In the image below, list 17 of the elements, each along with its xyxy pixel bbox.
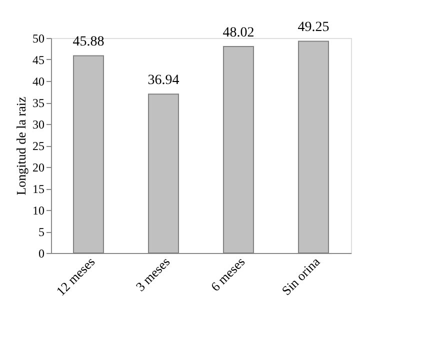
data-label: 45.88 [72,34,104,50]
data-label: 49.25 [298,20,330,36]
y-tick-label: 0 [38,246,44,260]
y-tick-label: 20 [32,160,44,174]
data-label: 48.02 [222,26,254,41]
y-axis-title: Longitud de la raiz [14,96,28,196]
y-tick-label: 35 [32,96,44,110]
y-tick-label: 50 [32,32,44,46]
y-tick-label: 30 [32,118,44,132]
y-tick-label: 15 [32,182,44,196]
y-tick-label: 10 [32,204,44,218]
y-tick-label: 5 [38,225,44,239]
y-tick-label: 45 [32,53,44,67]
y-tick-label: 25 [32,139,44,153]
y-tick-label: 40 [32,74,44,88]
x-tick-label: Sin orina [278,254,323,298]
data-label: 36.94 [148,73,180,88]
